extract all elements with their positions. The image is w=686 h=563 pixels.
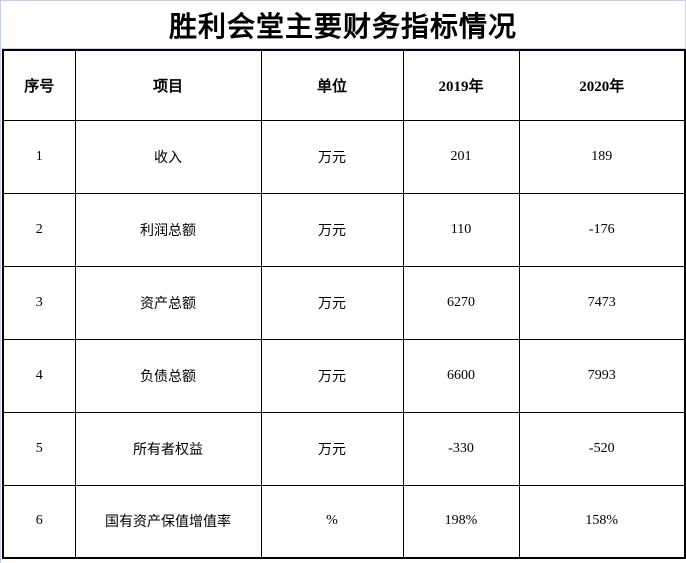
- cell-2019: -330: [402, 411, 520, 486]
- header-year-2020: 2020年: [518, 49, 686, 121]
- cell-unit: 万元: [260, 192, 404, 267]
- cell-2020: 189: [518, 119, 686, 194]
- table-row: 1 收入 万元 201 189: [2, 119, 686, 194]
- cell-item: 负债总额: [74, 338, 262, 413]
- title-bar: 胜利会堂主要财务指标情况: [1, 0, 686, 49]
- cell-unit: 万元: [260, 119, 404, 194]
- page-title: 胜利会堂主要财务指标情况: [168, 11, 517, 43]
- cell-item: 利润总额: [74, 192, 262, 267]
- cell-2020: 7473: [518, 265, 686, 340]
- cell-item: 收入: [74, 119, 262, 194]
- cell-item: 国有资产保值增值率: [74, 484, 262, 559]
- cell-2019: 201: [402, 119, 520, 194]
- cell-2020: -520: [518, 411, 686, 486]
- table-row: 5 所有者权益 万元 -330 -520: [2, 411, 686, 486]
- cell-unit: 万元: [260, 411, 404, 486]
- header-unit: 单位: [260, 49, 404, 121]
- financial-indicators-table: 序号 项目 单位 2019年 2020年 1 收入 万元 201 189 2 利…: [2, 49, 686, 559]
- header-year-2019: 2019年: [402, 49, 520, 121]
- cell-serial: 3: [2, 265, 76, 340]
- cell-serial: 1: [2, 119, 76, 194]
- cell-serial: 4: [2, 338, 76, 413]
- cell-unit: 万元: [260, 265, 404, 340]
- cell-2019: 110: [402, 192, 520, 267]
- cell-item: 所有者权益: [74, 411, 262, 486]
- cell-unit: 万元: [260, 338, 404, 413]
- cell-2019: 6600: [402, 338, 520, 413]
- cell-item: 资产总额: [74, 265, 262, 340]
- cell-serial: 2: [2, 192, 76, 267]
- table-row: 4 负债总额 万元 6600 7993: [2, 338, 686, 413]
- header-serial-number: 序号: [2, 49, 76, 121]
- header-row: 序号 项目 单位 2019年 2020年: [2, 49, 686, 121]
- cell-2020: -176: [518, 192, 686, 267]
- cell-2020: 7993: [518, 338, 686, 413]
- header-item: 项目: [74, 49, 262, 121]
- cell-serial: 6: [2, 484, 76, 559]
- table-row: 6 国有资产保值增值率 % 198% 158%: [2, 484, 686, 559]
- cell-serial: 5: [2, 411, 76, 486]
- cell-2019: 198%: [402, 484, 520, 559]
- cell-unit: %: [260, 484, 404, 559]
- cell-2020: 158%: [518, 484, 686, 559]
- table-row: 3 资产总额 万元 6270 7473: [2, 265, 686, 340]
- table-row: 2 利润总额 万元 110 -176: [2, 192, 686, 267]
- cell-2019: 6270: [402, 265, 520, 340]
